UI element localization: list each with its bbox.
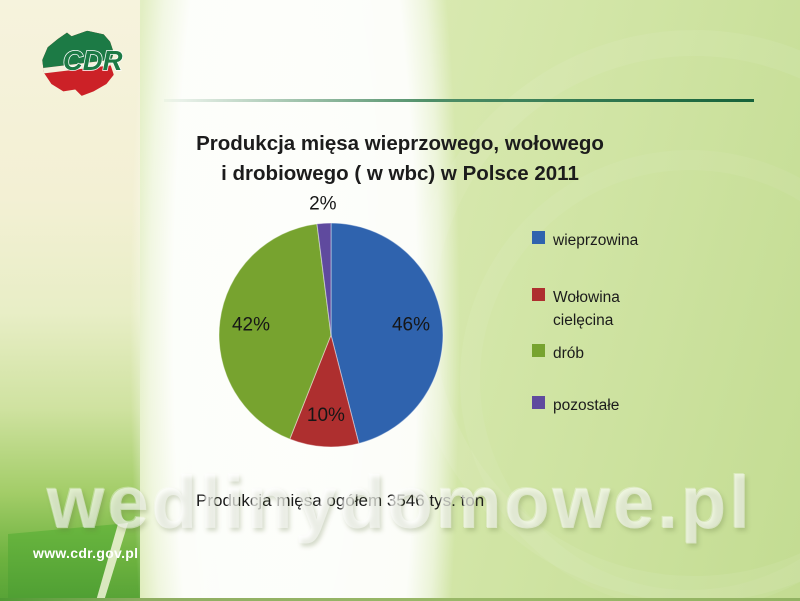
chart-title-line2: i drobiowego ( w wbc) w Polsce 2011: [221, 162, 579, 185]
legend-swatch-wieprzowina: [532, 231, 545, 244]
pie-slice-pozostałe: [316, 222, 332, 336]
legend-item-wołowina-cielęcina: Wołowina cielęcina: [532, 286, 653, 332]
legend-swatch-wołowina-cielęcina: [532, 288, 545, 301]
logo-text: CDR: [63, 45, 123, 76]
pie-slice-drób: [218, 223, 332, 440]
legend-item-wieprzowina: wieprzowina: [532, 229, 653, 252]
background-arc: [460, 150, 800, 601]
cdr-logo: CDR: [42, 30, 123, 96]
pie-label-wieprzowina: 46%: [392, 314, 430, 335]
legend-swatch-pozostałe: [532, 396, 545, 409]
pie-label-drób: 42%: [232, 314, 270, 335]
legend-item-pozostałe: pozostałe: [532, 394, 653, 417]
bottom-edge-strip: [0, 598, 800, 601]
pie-slice-wieprzowina: [330, 222, 444, 445]
legend-label-wołowina-cielęcina: Wołowina cielęcina: [553, 289, 620, 329]
chart-title: Produkcja mięsa wieprzowego, wołowego i …: [140, 129, 660, 189]
left-side-strip: [0, 0, 140, 601]
title-divider-line: [164, 99, 754, 102]
legend-item-drób: drób: [532, 342, 653, 365]
legend-swatch-drób: [532, 344, 545, 357]
legend-label-wieprzowina: wieprzowina: [553, 232, 639, 249]
pie-label-wołowina-cielęcina: 10%: [307, 405, 345, 426]
pie-slice-wołowina-cielęcina: [289, 333, 360, 448]
logo-map-stripe: [42, 58, 114, 75]
pie-label-pozostałe: 2%: [309, 194, 337, 215]
legend-label-pozostałe: pozostałe: [553, 397, 620, 414]
chart-title-line1: Produkcja mięsa wieprzowego, wołowego: [196, 132, 604, 155]
pie-chart: 46% 10% 42% 2%: [218, 194, 444, 448]
total-caption: Produkcja mięsa ogółem 3546 tys. ton: [196, 491, 485, 510]
legend-label-drób: drób: [553, 345, 585, 362]
site-url: www.cdr.gov.pl: [33, 545, 139, 561]
